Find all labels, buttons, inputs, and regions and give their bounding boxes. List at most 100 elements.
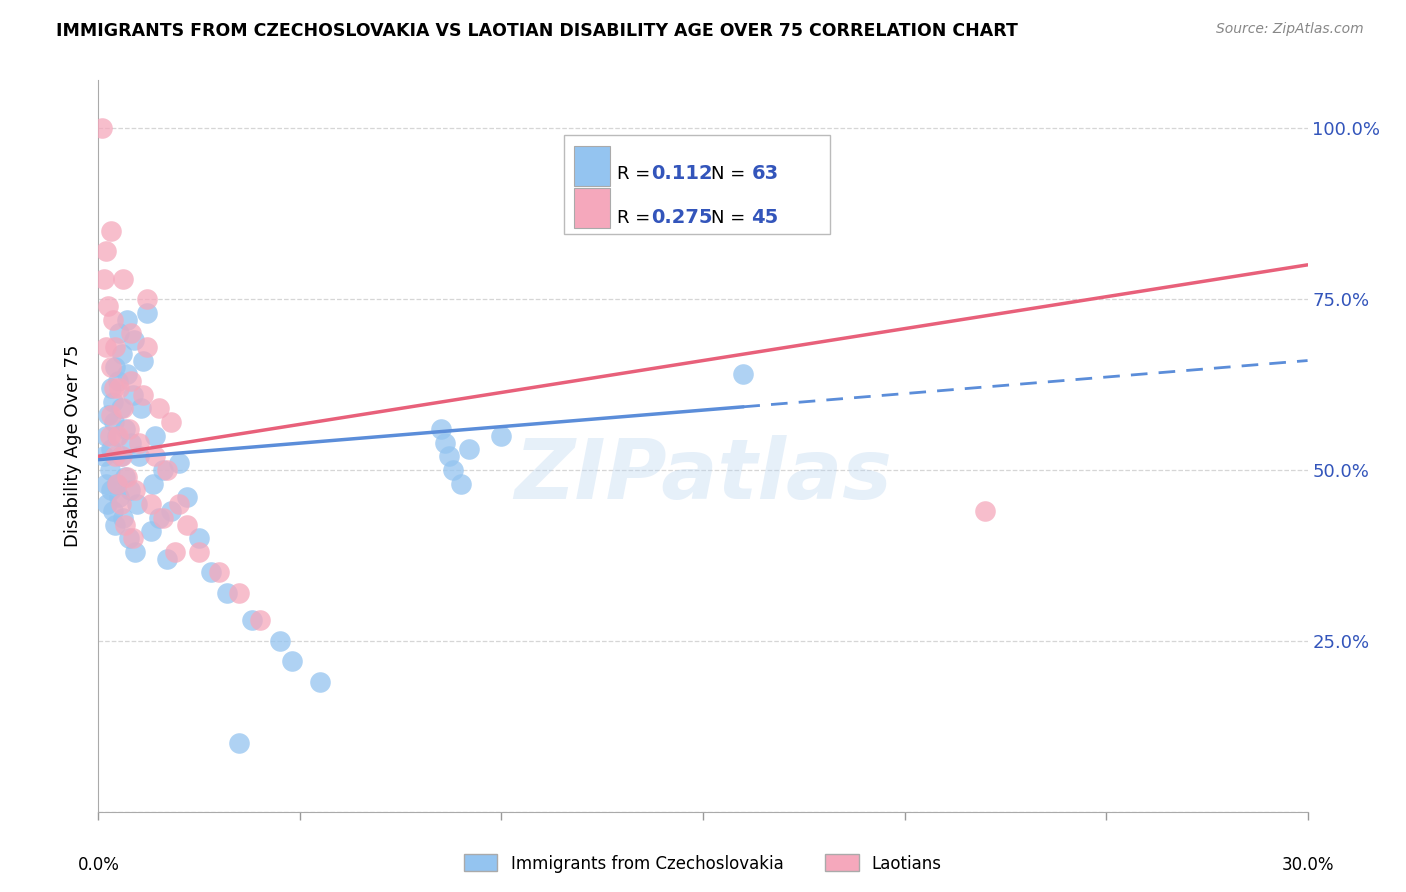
Point <box>249 613 271 627</box>
Point <box>143 429 166 443</box>
Text: 30.0%: 30.0% <box>1281 856 1334 874</box>
Point <box>103 360 125 375</box>
Point <box>110 449 132 463</box>
Point <box>100 483 122 498</box>
Point <box>121 388 143 402</box>
Point <box>105 476 128 491</box>
Point <box>120 435 142 450</box>
FancyBboxPatch shape <box>574 146 610 186</box>
Point <box>148 401 170 416</box>
Point <box>120 326 142 341</box>
Text: Source: ZipAtlas.com: Source: ZipAtlas.com <box>1216 22 1364 37</box>
Point <box>491 429 513 443</box>
Point <box>228 586 250 600</box>
Point <box>96 340 118 354</box>
Point <box>107 326 129 341</box>
Point <box>104 340 127 354</box>
Point <box>96 429 118 443</box>
Y-axis label: Disability Age Over 75: Disability Age Over 75 <box>65 344 83 548</box>
Point <box>93 449 115 463</box>
Point <box>111 401 134 416</box>
Point <box>441 463 464 477</box>
Point <box>458 442 481 457</box>
Point <box>430 422 453 436</box>
Text: N =: N = <box>711 209 751 227</box>
Point <box>437 449 460 463</box>
Point <box>101 504 124 518</box>
Point <box>974 504 997 518</box>
Point <box>269 633 291 648</box>
Point <box>124 545 146 559</box>
Point <box>111 510 134 524</box>
Point <box>208 566 231 580</box>
Point <box>129 401 152 416</box>
Point <box>160 415 183 429</box>
Point <box>117 312 139 326</box>
Text: 0.0%: 0.0% <box>77 856 120 874</box>
FancyBboxPatch shape <box>574 188 610 228</box>
Point <box>93 271 115 285</box>
Point <box>100 442 122 457</box>
Point <box>188 545 211 559</box>
Point <box>100 360 122 375</box>
Point <box>139 497 162 511</box>
Point <box>122 333 145 347</box>
Text: 0.112: 0.112 <box>651 164 713 184</box>
Point <box>217 586 239 600</box>
Point <box>101 394 124 409</box>
Point <box>108 490 131 504</box>
Point <box>128 449 150 463</box>
Point <box>176 490 198 504</box>
Text: IMMIGRANTS FROM CZECHOSLOVAKIA VS LAOTIAN DISABILITY AGE OVER 75 CORRELATION CHA: IMMIGRANTS FROM CZECHOSLOVAKIA VS LAOTIA… <box>56 22 1018 40</box>
Point <box>114 517 136 532</box>
Point <box>118 531 141 545</box>
Point <box>114 469 136 483</box>
Point <box>111 271 134 285</box>
Point <box>111 449 134 463</box>
Point <box>240 613 263 627</box>
Text: 63: 63 <box>751 164 779 184</box>
Point <box>167 497 190 511</box>
Point <box>309 674 332 689</box>
Point <box>111 347 134 361</box>
Point <box>110 497 132 511</box>
Point <box>188 531 211 545</box>
Point <box>98 463 121 477</box>
Point <box>105 476 128 491</box>
Point <box>115 368 138 382</box>
Point <box>163 545 186 559</box>
Point <box>97 409 120 423</box>
FancyBboxPatch shape <box>564 135 830 234</box>
Text: 0.275: 0.275 <box>651 209 713 227</box>
Point <box>103 381 125 395</box>
Point <box>160 504 183 518</box>
Point <box>120 374 142 388</box>
Point <box>94 476 117 491</box>
Text: 45: 45 <box>751 209 779 227</box>
Point <box>124 483 146 498</box>
Point <box>100 381 122 395</box>
Point <box>135 340 157 354</box>
Point <box>152 510 174 524</box>
Point <box>167 456 190 470</box>
Point <box>125 497 148 511</box>
Text: N =: N = <box>711 165 751 183</box>
Point <box>107 381 129 395</box>
Point <box>135 292 157 306</box>
Point <box>107 429 129 443</box>
Point <box>156 551 179 566</box>
Point <box>434 435 457 450</box>
Point <box>91 121 114 136</box>
Point <box>139 524 162 539</box>
Point <box>107 374 129 388</box>
Point <box>450 476 472 491</box>
Point <box>148 510 170 524</box>
Point <box>733 368 755 382</box>
Point <box>118 422 141 436</box>
Point <box>128 435 150 450</box>
Point <box>94 244 117 259</box>
Point <box>118 483 141 498</box>
Point <box>105 429 128 443</box>
Point <box>143 449 166 463</box>
Text: R =: R = <box>617 209 657 227</box>
